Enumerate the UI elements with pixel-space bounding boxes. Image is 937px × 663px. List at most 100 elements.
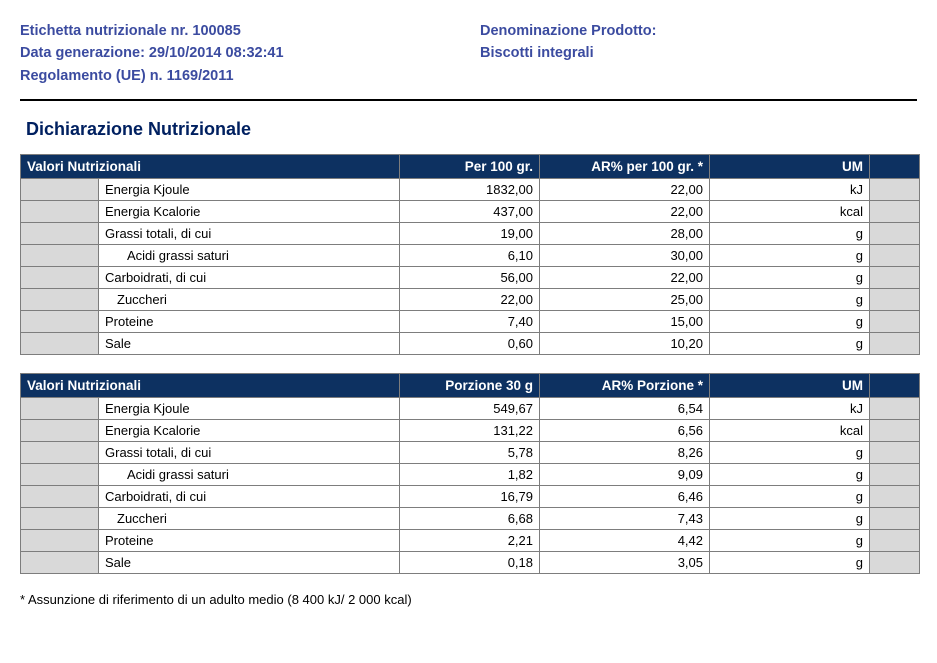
value-amount: 437,00 bbox=[400, 201, 540, 223]
th-name: Valori Nutrizionali bbox=[21, 155, 400, 179]
value-amount: 2,21 bbox=[400, 530, 540, 552]
unit-of-measure: g bbox=[710, 464, 870, 486]
unit-of-measure: g bbox=[710, 245, 870, 267]
row-lead-pad bbox=[21, 267, 99, 289]
th-portion: Porzione 30 g bbox=[400, 374, 540, 398]
regulation-ref: Regolamento (UE) n. 1169/2011 bbox=[20, 65, 480, 87]
th-pad bbox=[870, 374, 920, 398]
row-trail-pad bbox=[870, 420, 920, 442]
row-trail-pad bbox=[870, 223, 920, 245]
value-ar-percent: 8,26 bbox=[540, 442, 710, 464]
row-lead-pad bbox=[21, 289, 99, 311]
nutrient-name: Sale bbox=[99, 333, 400, 355]
value-ar-percent: 4,42 bbox=[540, 530, 710, 552]
table-row: Acidi grassi saturi6,1030,00g bbox=[21, 245, 920, 267]
value-ar-percent: 22,00 bbox=[540, 179, 710, 201]
row-lead-pad bbox=[21, 464, 99, 486]
nutrient-name: Proteine bbox=[99, 311, 400, 333]
value-amount: 5,78 bbox=[400, 442, 540, 464]
value-amount: 1832,00 bbox=[400, 179, 540, 201]
th-per100: Per 100 gr. bbox=[400, 155, 540, 179]
row-lead-pad bbox=[21, 311, 99, 333]
section-title: Dichiarazione Nutrizionale bbox=[26, 119, 917, 140]
row-trail-pad bbox=[870, 311, 920, 333]
unit-of-measure: g bbox=[710, 333, 870, 355]
unit-of-measure: kJ bbox=[710, 179, 870, 201]
row-trail-pad bbox=[870, 530, 920, 552]
row-trail-pad bbox=[870, 464, 920, 486]
row-lead-pad bbox=[21, 508, 99, 530]
value-ar-percent: 28,00 bbox=[540, 223, 710, 245]
value-ar-percent: 22,00 bbox=[540, 201, 710, 223]
unit-of-measure: g bbox=[710, 223, 870, 245]
document-header: Etichetta nutrizionale nr. 100085 Data g… bbox=[20, 20, 917, 101]
th-um: UM bbox=[710, 155, 870, 179]
table-row: Zuccheri22,0025,00g bbox=[21, 289, 920, 311]
row-trail-pad bbox=[870, 552, 920, 574]
table-row: Sale0,6010,20g bbox=[21, 333, 920, 355]
row-trail-pad bbox=[870, 508, 920, 530]
value-ar-percent: 6,46 bbox=[540, 486, 710, 508]
row-lead-pad bbox=[21, 398, 99, 420]
value-amount: 0,18 bbox=[400, 552, 540, 574]
th-um: UM bbox=[710, 374, 870, 398]
table-row: Zuccheri6,687,43g bbox=[21, 508, 920, 530]
value-amount: 16,79 bbox=[400, 486, 540, 508]
row-lead-pad bbox=[21, 486, 99, 508]
unit-of-measure: kcal bbox=[710, 420, 870, 442]
value-ar-percent: 22,00 bbox=[540, 267, 710, 289]
row-lead-pad bbox=[21, 530, 99, 552]
table-header-row: Valori Nutrizionali Per 100 gr. AR% per … bbox=[21, 155, 920, 179]
table-row: Grassi totali, di cui5,788,26g bbox=[21, 442, 920, 464]
nutrient-name: Carboidrati, di cui bbox=[99, 267, 400, 289]
generation-date: Data generazione: 29/10/2014 08:32:41 bbox=[20, 42, 480, 64]
table-row: Carboidrati, di cui16,796,46g bbox=[21, 486, 920, 508]
table-row: Energia Kjoule549,676,54kJ bbox=[21, 398, 920, 420]
row-lead-pad bbox=[21, 442, 99, 464]
nutrient-name: Proteine bbox=[99, 530, 400, 552]
row-lead-pad bbox=[21, 333, 99, 355]
table-row: Grassi totali, di cui19,0028,00g bbox=[21, 223, 920, 245]
nutrient-name: Energia Kcalorie bbox=[99, 420, 400, 442]
unit-of-measure: kcal bbox=[710, 201, 870, 223]
value-amount: 22,00 bbox=[400, 289, 540, 311]
footnote-reference-intake: * Assunzione di riferimento di un adulto… bbox=[20, 592, 917, 607]
table-per-portion: Valori Nutrizionali Porzione 30 g AR% Po… bbox=[20, 373, 920, 574]
unit-of-measure: kJ bbox=[710, 398, 870, 420]
value-amount: 6,10 bbox=[400, 245, 540, 267]
nutrient-name: Energia Kjoule bbox=[99, 398, 400, 420]
value-ar-percent: 6,56 bbox=[540, 420, 710, 442]
row-lead-pad bbox=[21, 552, 99, 574]
table-row: Energia Kcalorie131,226,56kcal bbox=[21, 420, 920, 442]
value-amount: 7,40 bbox=[400, 311, 540, 333]
nutrient-name: Energia Kcalorie bbox=[99, 201, 400, 223]
unit-of-measure: g bbox=[710, 552, 870, 574]
value-amount: 131,22 bbox=[400, 420, 540, 442]
row-trail-pad bbox=[870, 486, 920, 508]
value-ar-percent: 9,09 bbox=[540, 464, 710, 486]
value-ar-percent: 3,05 bbox=[540, 552, 710, 574]
table-per-100g: Valori Nutrizionali Per 100 gr. AR% per … bbox=[20, 154, 920, 355]
unit-of-measure: g bbox=[710, 530, 870, 552]
row-trail-pad bbox=[870, 245, 920, 267]
unit-of-measure: g bbox=[710, 311, 870, 333]
table-header-row: Valori Nutrizionali Porzione 30 g AR% Po… bbox=[21, 374, 920, 398]
row-trail-pad bbox=[870, 201, 920, 223]
row-trail-pad bbox=[870, 267, 920, 289]
table-row: Carboidrati, di cui56,0022,00g bbox=[21, 267, 920, 289]
value-amount: 6,68 bbox=[400, 508, 540, 530]
table-row: Proteine2,214,42g bbox=[21, 530, 920, 552]
table-row: Proteine7,4015,00g bbox=[21, 311, 920, 333]
nutrient-name: Grassi totali, di cui bbox=[99, 223, 400, 245]
row-trail-pad bbox=[870, 333, 920, 355]
row-trail-pad bbox=[870, 442, 920, 464]
row-trail-pad bbox=[870, 179, 920, 201]
table-row: Sale0,183,05g bbox=[21, 552, 920, 574]
table-row: Energia Kjoule1832,0022,00kJ bbox=[21, 179, 920, 201]
th-ar-portion: AR% Porzione * bbox=[540, 374, 710, 398]
row-lead-pad bbox=[21, 223, 99, 245]
table-row: Energia Kcalorie437,0022,00kcal bbox=[21, 201, 920, 223]
value-amount: 1,82 bbox=[400, 464, 540, 486]
unit-of-measure: g bbox=[710, 486, 870, 508]
value-amount: 0,60 bbox=[400, 333, 540, 355]
